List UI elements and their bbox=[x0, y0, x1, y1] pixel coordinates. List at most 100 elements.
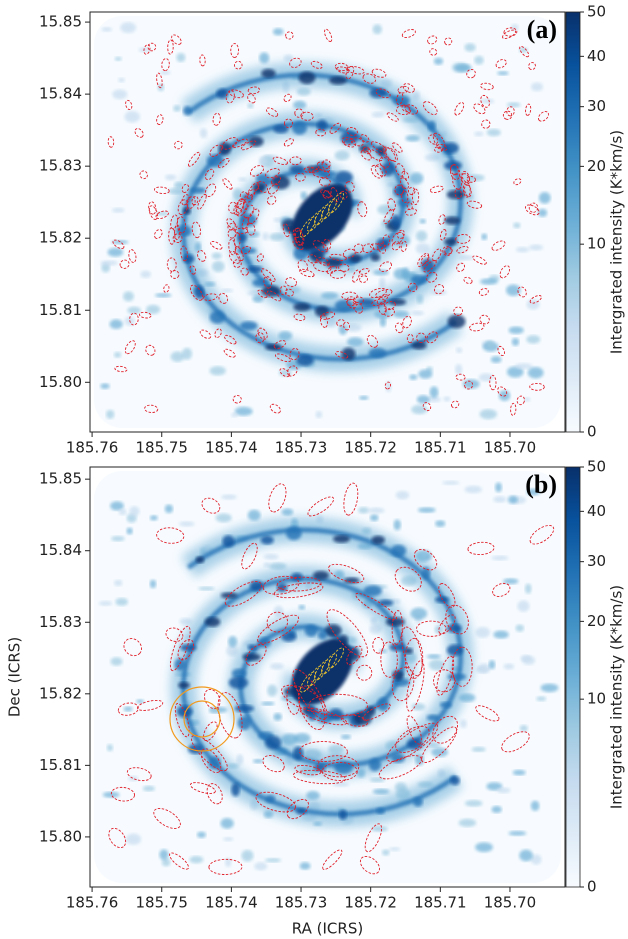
clump-ellipse bbox=[329, 269, 346, 279]
emission-blob bbox=[480, 278, 498, 285]
clump-ellipse bbox=[357, 201, 368, 218]
colorbar-tick-label: 30 bbox=[587, 97, 606, 115]
clump-ellipse bbox=[339, 190, 348, 200]
clump-ellipse bbox=[353, 301, 364, 314]
emission-blob bbox=[502, 578, 519, 585]
arm-knot bbox=[317, 630, 328, 640]
clump-ellipse bbox=[444, 246, 453, 255]
emission-blob bbox=[222, 836, 234, 842]
emission-blob bbox=[519, 725, 528, 732]
clump-ellipse bbox=[503, 27, 518, 37]
emission-blob bbox=[526, 488, 540, 496]
x-tick-label: 185.70 bbox=[484, 894, 537, 912]
emission-blob bbox=[340, 734, 351, 740]
clump-ellipse bbox=[188, 151, 201, 167]
clump-ellipse bbox=[322, 238, 332, 251]
clump-ellipse bbox=[395, 105, 412, 116]
emission-blob bbox=[113, 351, 122, 358]
clump-ellipse bbox=[180, 245, 188, 262]
emission-blob bbox=[435, 520, 446, 527]
clump-ellipse bbox=[224, 581, 262, 607]
clump-ellipse bbox=[308, 693, 369, 717]
arm-knot bbox=[182, 254, 195, 264]
arm-knot bbox=[304, 624, 318, 637]
clump-ellipse bbox=[107, 136, 115, 148]
clump-ellipse bbox=[169, 852, 190, 870]
emission-blob bbox=[263, 553, 279, 560]
emission-blob bbox=[520, 654, 532, 662]
arm-knot bbox=[298, 71, 316, 85]
clump-ellipse bbox=[370, 141, 387, 153]
arm-knot bbox=[252, 278, 269, 287]
emission-blob bbox=[529, 244, 544, 251]
x-tick-label: 185.73 bbox=[275, 894, 328, 912]
emission-blob bbox=[409, 374, 418, 381]
arm-knot bbox=[180, 644, 197, 652]
emission-blob bbox=[164, 504, 174, 514]
emission-blob bbox=[372, 24, 383, 35]
clump-ellipse bbox=[429, 185, 444, 193]
plot-frame bbox=[89, 466, 566, 888]
clump-ellipse bbox=[383, 208, 394, 225]
emission-blob bbox=[503, 663, 515, 670]
emission-blob bbox=[136, 699, 145, 704]
clump-ellipse bbox=[108, 827, 127, 849]
emission-blob bbox=[142, 785, 155, 792]
y-tick-label: 15.84 bbox=[39, 85, 82, 103]
emission-blob bbox=[540, 683, 559, 693]
clump-ellipse bbox=[284, 118, 294, 129]
clump-ellipse bbox=[234, 227, 249, 235]
clump-ellipse bbox=[199, 54, 206, 67]
clump-ellipse bbox=[191, 734, 228, 772]
y-tick-label: 15.85 bbox=[39, 470, 82, 488]
clump-ellipse bbox=[326, 265, 338, 275]
emission-blob bbox=[493, 496, 507, 503]
clump-ellipse bbox=[217, 692, 243, 739]
clump-ellipse bbox=[272, 156, 288, 165]
emission-blob bbox=[497, 71, 509, 76]
arm-knot bbox=[446, 190, 465, 200]
emission-blob bbox=[496, 787, 511, 794]
y-tick-label: 15.83 bbox=[39, 157, 82, 175]
emission-blob bbox=[129, 506, 140, 517]
emission-blob bbox=[149, 579, 157, 589]
clump-ellipse bbox=[501, 731, 530, 753]
clump-ellipse bbox=[243, 193, 253, 203]
emission-blob bbox=[199, 128, 208, 139]
emission-blob bbox=[209, 708, 219, 714]
emission-blob bbox=[458, 255, 474, 261]
clump-ellipse bbox=[283, 138, 294, 147]
emission-blob bbox=[272, 28, 284, 36]
clump-ellipse bbox=[401, 29, 416, 39]
clump-ellipse bbox=[228, 201, 238, 214]
y-tick-label: 15.81 bbox=[39, 756, 82, 774]
arm-knot bbox=[391, 753, 405, 763]
clump-ellipse bbox=[322, 190, 331, 199]
clump-ellipse bbox=[433, 146, 443, 153]
arm-knot bbox=[195, 556, 205, 564]
arm-knot bbox=[328, 708, 344, 721]
clump-ellipse bbox=[171, 34, 182, 45]
clump-ellipse bbox=[262, 575, 300, 595]
emission-blob bbox=[247, 103, 254, 109]
emission-blob bbox=[507, 495, 518, 504]
clump-ellipse bbox=[395, 163, 405, 177]
emission-blob bbox=[410, 607, 428, 620]
emission-blob bbox=[458, 818, 477, 827]
clump-ellipse bbox=[360, 149, 372, 161]
clump-ellipse bbox=[480, 82, 494, 91]
emission-blob bbox=[149, 515, 158, 521]
clump-ellipse bbox=[174, 702, 190, 738]
clump-ellipse bbox=[479, 314, 490, 325]
emission-blob bbox=[296, 87, 311, 96]
arm-knot bbox=[271, 175, 290, 190]
clump-ellipse bbox=[391, 610, 403, 645]
emission-blob bbox=[110, 657, 123, 666]
arm-knot bbox=[228, 676, 249, 689]
arm-knot bbox=[341, 347, 356, 361]
clump-ellipse bbox=[313, 204, 331, 226]
emission-blob bbox=[393, 310, 410, 318]
clump-ellipse bbox=[472, 255, 487, 265]
arm-knot bbox=[281, 632, 297, 642]
clump-ellipse bbox=[189, 265, 197, 275]
